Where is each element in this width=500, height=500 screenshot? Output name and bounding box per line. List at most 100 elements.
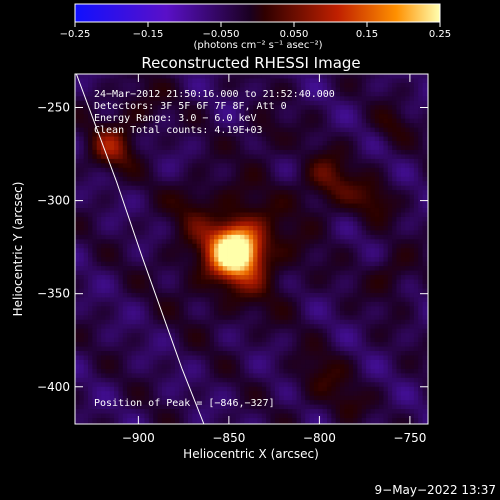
heatmap-cell <box>318 154 324 160</box>
heatmap-cell <box>157 127 163 133</box>
heatmap-cell <box>283 118 289 124</box>
heatmap-cell <box>413 199 419 204</box>
heatmap-cell <box>79 310 85 316</box>
heatmap-cell <box>353 172 358 178</box>
heatmap-cell <box>253 239 258 245</box>
heatmap-cell <box>283 154 289 160</box>
heatmap-cell <box>292 301 297 307</box>
heatmap-cell <box>396 123 402 129</box>
heatmap-cell <box>296 118 302 124</box>
heatmap-cell <box>374 284 380 289</box>
heatmap-cell <box>253 199 258 204</box>
heatmap-cell <box>300 270 306 276</box>
heatmap-cell <box>418 167 423 173</box>
heatmap-cell <box>313 221 319 227</box>
heatmap-cell <box>261 176 267 182</box>
heatmap-cell <box>135 176 141 182</box>
heatmap-cell <box>96 100 102 106</box>
heatmap-cell <box>192 310 198 316</box>
heatmap-cell <box>214 221 219 227</box>
heatmap-cell <box>200 100 206 106</box>
heatmap-cell <box>261 301 267 307</box>
heatmap-cell <box>426 284 428 289</box>
heatmap-cell <box>348 248 354 254</box>
heatmap-cell <box>379 118 384 124</box>
heatmap-cell <box>75 243 80 249</box>
heatmap-cell <box>79 136 85 142</box>
heatmap-cell <box>135 87 141 93</box>
heatmap-cell <box>96 212 102 218</box>
heatmap-cell <box>400 297 406 303</box>
heatmap-cell <box>309 100 315 106</box>
heatmap-cell <box>127 158 132 164</box>
heatmap-cell <box>283 292 289 298</box>
heatmap-cell <box>227 141 232 146</box>
heatmap-cell <box>335 208 341 213</box>
heatmap-cell <box>274 82 280 88</box>
heatmap-cell <box>174 167 180 173</box>
heatmap-cell <box>240 270 245 276</box>
heatmap-cell <box>353 176 358 182</box>
heatmap-cell <box>409 158 415 164</box>
heatmap-cell <box>248 136 254 142</box>
heatmap-cell <box>344 275 350 280</box>
heatmap-cell <box>357 82 363 88</box>
heatmap-cell <box>174 297 180 303</box>
heatmap-cell <box>157 288 163 294</box>
heatmap-cell <box>205 221 211 227</box>
heatmap-cell <box>118 132 124 137</box>
heatmap-cell <box>309 319 315 325</box>
heatmap-cell <box>75 221 80 227</box>
heatmap-cell <box>383 158 389 164</box>
heatmap-cell <box>266 176 271 182</box>
heatmap-cell <box>366 275 371 280</box>
heatmap-cell <box>392 328 397 334</box>
heatmap-cell <box>253 288 258 294</box>
heatmap-cell <box>366 163 371 169</box>
heatmap-cell <box>344 319 350 325</box>
heatmap-cell <box>101 199 106 204</box>
heatmap-cell <box>105 163 111 169</box>
heatmap-cell <box>161 248 167 254</box>
heatmap-cell <box>335 288 341 294</box>
heatmap-cell <box>92 141 98 146</box>
heatmap-cell <box>287 257 293 263</box>
heatmap-cell <box>166 109 171 115</box>
heatmap-cell <box>348 74 354 79</box>
heatmap-cell <box>161 275 167 280</box>
heatmap-cell <box>79 118 85 124</box>
heatmap-cell <box>426 194 428 200</box>
heatmap-cell <box>240 297 245 303</box>
heatmap-cell <box>131 292 137 298</box>
heatmap-cell <box>422 221 428 227</box>
heatmap-cell <box>105 248 111 254</box>
heatmap-cell <box>83 100 89 106</box>
heatmap-cell <box>248 234 254 240</box>
heatmap-cell <box>366 172 371 178</box>
heatmap-cell <box>79 91 85 97</box>
heatmap-cell <box>383 181 389 187</box>
heatmap-cell <box>400 288 406 294</box>
heatmap-cell <box>170 132 176 137</box>
heatmap-cell <box>101 328 106 334</box>
heatmap-cell <box>387 123 393 129</box>
heatmap-cell <box>83 105 89 111</box>
heatmap-cell <box>261 234 267 240</box>
heatmap-cell <box>88 154 93 160</box>
heatmap-cell <box>313 337 319 343</box>
heatmap-cell <box>153 74 158 79</box>
heatmap-cell <box>353 118 358 124</box>
heatmap-cell <box>418 284 423 289</box>
heatmap-cell <box>101 292 106 298</box>
heatmap-cell <box>296 185 302 191</box>
heatmap-cell <box>79 82 85 88</box>
heatmap-cell <box>231 78 237 84</box>
heatmap-cell <box>426 301 428 307</box>
heatmap-cell <box>179 163 185 169</box>
heatmap-cell <box>387 149 393 155</box>
heatmap-cell <box>144 136 150 142</box>
heatmap-cell <box>322 301 328 307</box>
heatmap-cell <box>248 149 254 155</box>
heatmap-cell <box>231 123 237 129</box>
heatmap-cell <box>131 208 137 213</box>
